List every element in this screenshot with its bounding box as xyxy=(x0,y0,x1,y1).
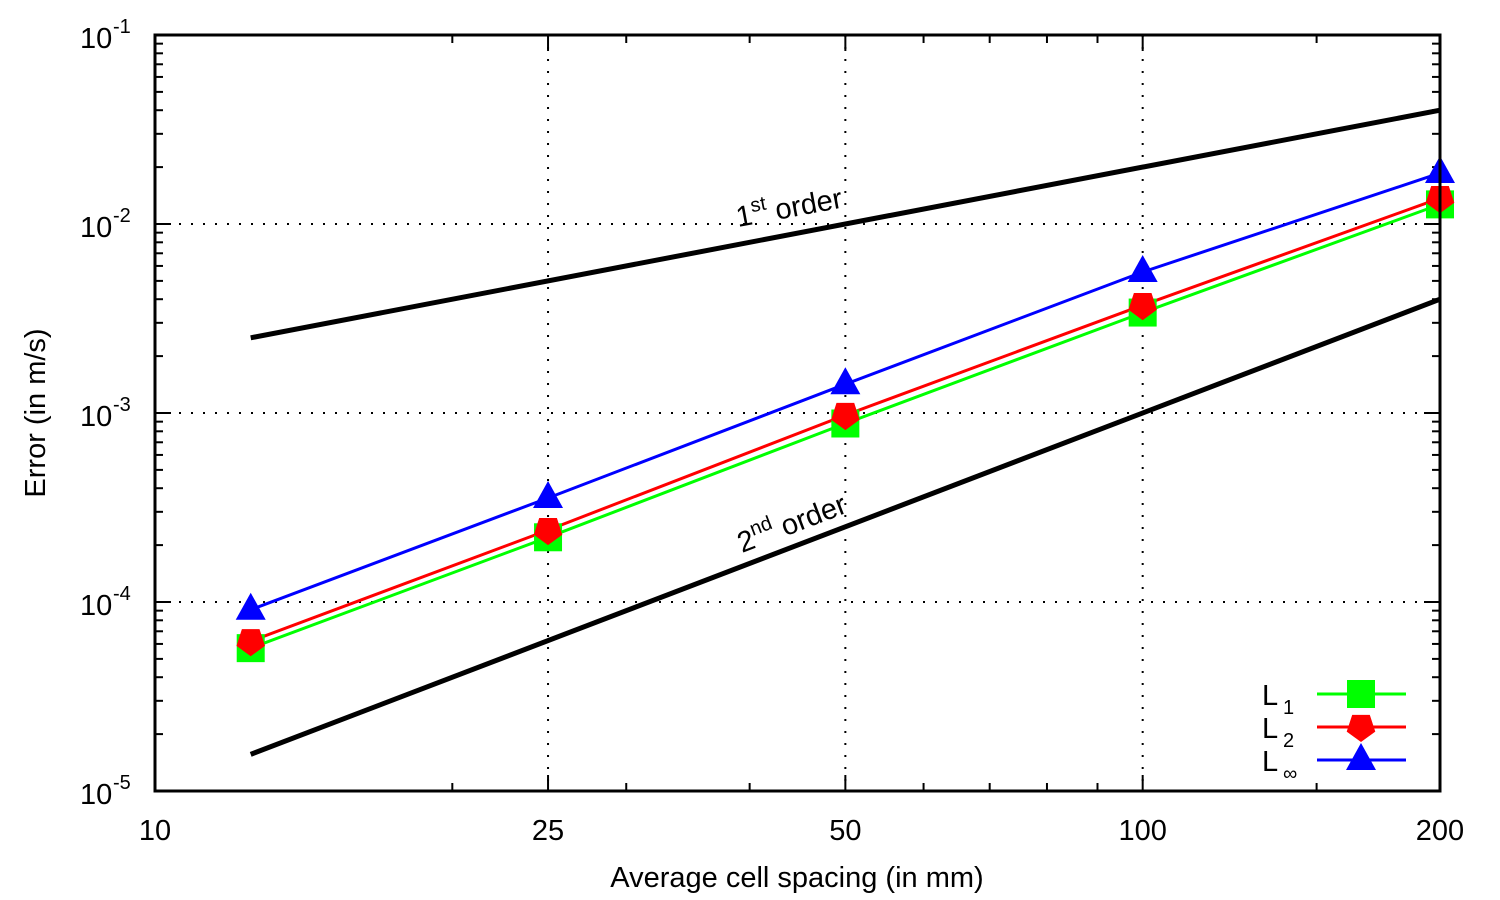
legend-label: L xyxy=(1262,713,1278,745)
triangle-marker-icon xyxy=(1127,255,1158,283)
legend-label-subscript: 2 xyxy=(1283,730,1294,752)
y-tick-label: 10 xyxy=(80,23,112,55)
pentagon-marker-icon xyxy=(1346,714,1376,742)
pentagon-marker-icon xyxy=(236,629,265,657)
legend: L 1L 2L ∞ xyxy=(1262,680,1406,785)
square-marker-icon xyxy=(1347,680,1375,708)
reference-line xyxy=(249,296,1441,757)
pentagon-marker-icon xyxy=(533,518,563,546)
y-tick-label: 10 xyxy=(80,590,112,622)
triangle-marker-icon xyxy=(830,367,861,395)
x-tick-label: 50 xyxy=(829,815,861,847)
y-tick-label: 10 xyxy=(80,212,112,244)
y-tick-exponent: -4 xyxy=(113,583,131,605)
triangle-marker-icon xyxy=(1346,743,1376,770)
y-tick-label: 10 xyxy=(80,401,112,433)
x-tick-labels: 10 25 50 100 200 xyxy=(139,815,1464,847)
reference-line xyxy=(250,107,1441,341)
y-tick-exponent: -2 xyxy=(113,205,131,227)
legend-label: L xyxy=(1262,746,1278,778)
x-axis-label: Average cell spacing (in mm) xyxy=(610,862,983,894)
y-tick-exponent: -1 xyxy=(113,16,131,38)
legend-label: L xyxy=(1262,680,1278,712)
y-tick-label: 10 xyxy=(80,779,112,811)
triangle-marker-icon xyxy=(235,592,266,620)
x-tick-label: 200 xyxy=(1416,815,1464,847)
x-tick-label: 100 xyxy=(1118,815,1166,847)
pentagon-marker-icon xyxy=(1128,293,1157,321)
x-tick-label: 10 xyxy=(139,815,171,847)
y-axis-label: Error (in m/s) xyxy=(20,328,52,497)
plot-frame xyxy=(153,33,1442,793)
y-tick-exponent: -3 xyxy=(113,394,131,416)
data-series xyxy=(235,156,1455,663)
x-tick-label: 25 xyxy=(532,815,564,847)
legend-label-subscript: 1 xyxy=(1283,697,1294,719)
reference-lines xyxy=(249,107,1441,757)
triangle-marker-icon xyxy=(533,481,564,509)
y-tick-labels: 10-510-410-310-210-1 xyxy=(80,16,131,811)
pentagon-marker-icon xyxy=(831,402,860,431)
y-tick-exponent: -5 xyxy=(113,772,131,794)
legend-label-subscript: ∞ xyxy=(1283,763,1297,785)
